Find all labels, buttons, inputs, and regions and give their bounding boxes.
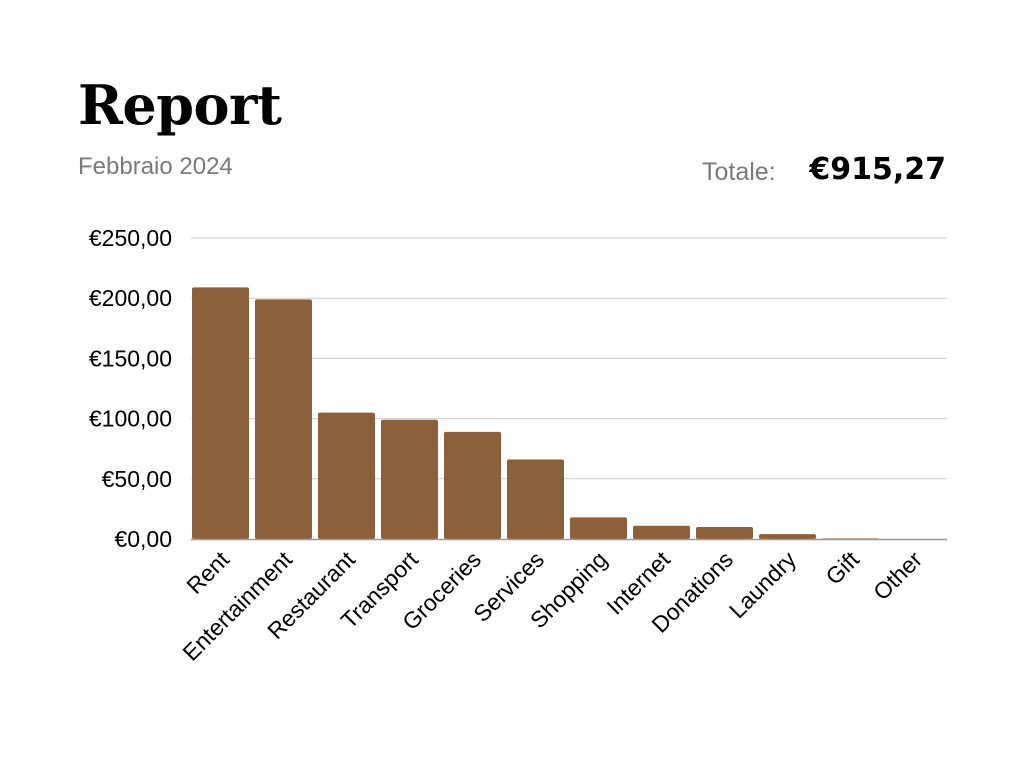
y-tick-label: €200,00	[89, 285, 172, 311]
x-category-label: Other	[868, 546, 927, 605]
y-tick-label: €150,00	[89, 345, 172, 371]
page-title: Report	[78, 73, 282, 137]
chart-gridlines	[191, 237, 947, 480]
x-category-label: Gift	[820, 546, 864, 590]
x-category-label: Laundry	[724, 546, 802, 624]
y-tick-label: €50,00	[102, 466, 172, 492]
bar-transport	[381, 419, 438, 539]
x-category-label: Rent	[181, 546, 234, 599]
bar-internet	[633, 525, 690, 539]
chart-bars	[192, 287, 879, 539]
bar-restaurant	[318, 412, 375, 539]
y-tick-label: €0,00	[114, 526, 172, 552]
y-tick-label: €250,00	[89, 225, 172, 251]
x-category-label: Entertainment	[177, 546, 297, 666]
y-tick-label: €100,00	[89, 406, 172, 432]
report-period: Febbraio 2024	[78, 153, 233, 180]
bar-services	[507, 459, 564, 539]
total-value: €915,27	[809, 152, 946, 187]
bar-donations	[696, 526, 753, 539]
bar-rent	[192, 287, 249, 539]
bar-entertainment	[255, 299, 312, 539]
bar-laundry	[759, 534, 816, 539]
total-label: Totale:	[702, 158, 776, 186]
bar-groceries	[444, 431, 501, 539]
x-axis-category-labels: RentEntertainmentRestaurantTransportGroc…	[177, 546, 927, 666]
y-axis-tick-labels: €0,00 €50,00 €100,00 €150,00 €200,00 €250,00	[89, 225, 172, 552]
bar-shopping	[570, 517, 627, 539]
